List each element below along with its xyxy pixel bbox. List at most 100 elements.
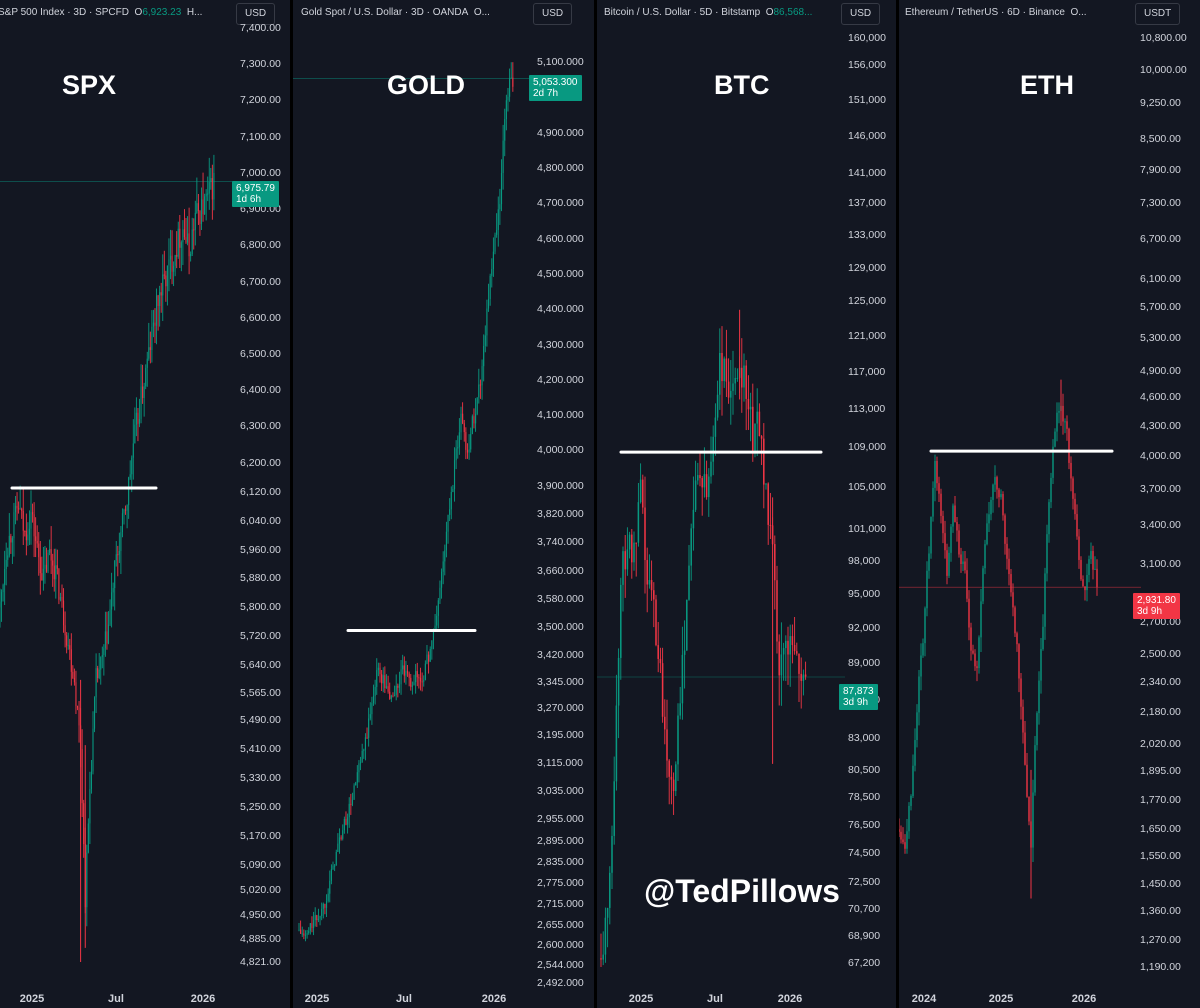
candle: [69, 645, 71, 650]
x-tick-label: Jul: [396, 993, 412, 1005]
candle: [114, 560, 116, 589]
candle: [406, 670, 409, 674]
candle: [914, 740, 916, 766]
candle: [400, 669, 402, 685]
candle: [350, 803, 352, 805]
candle: [998, 489, 1000, 498]
candle: [642, 479, 644, 508]
candle: [316, 915, 318, 921]
btc-panel: Bitcoin / U.S. Dollar · 5D · Bitstamp O8…: [597, 0, 896, 1008]
candle: [334, 865, 336, 867]
candle: [617, 657, 620, 706]
candle: [364, 737, 366, 750]
candle: [187, 233, 189, 243]
candle: [154, 322, 156, 326]
candle: [4, 569, 6, 585]
candle: [677, 715, 679, 765]
y-tick-label: 137,000: [848, 197, 886, 210]
candle: [1034, 745, 1036, 793]
candle: [942, 515, 944, 534]
candle: [384, 675, 386, 689]
candle: [30, 512, 32, 529]
candle: [38, 543, 40, 558]
candle: [90, 771, 92, 789]
y-tick-label: 6,500.00: [240, 347, 281, 360]
y-tick-label: 6,700.00: [240, 275, 281, 288]
candle: [58, 568, 60, 600]
candle: [70, 649, 72, 672]
candle: [741, 367, 743, 388]
candle: [385, 686, 388, 689]
candle: [49, 549, 51, 553]
candle: [366, 737, 368, 739]
candle: [644, 507, 646, 561]
y-tick-label: 2,180.00: [1140, 706, 1181, 719]
y-tick-label: 2,020.00: [1140, 738, 1181, 751]
y-tick-label: 3,400.00: [1140, 518, 1181, 531]
price-tag-countdown: 3d 9h: [1137, 606, 1163, 617]
y-tick-label: 7,000.00: [240, 166, 281, 179]
currency-button[interactable]: USD: [533, 3, 573, 25]
candle: [424, 663, 426, 681]
y-tick-label: 3,740.000: [537, 536, 584, 549]
candle: [379, 667, 381, 675]
candle: [996, 477, 998, 490]
candle: [946, 550, 948, 576]
currency-button[interactable]: USD: [236, 3, 276, 25]
candle: [475, 413, 477, 424]
y-tick-label: 4,821.00: [240, 956, 281, 968]
candle: [1022, 706, 1024, 733]
currency-button[interactable]: USDT: [1135, 3, 1181, 25]
candle: [317, 918, 320, 921]
candle: [59, 596, 61, 600]
candle: [782, 648, 785, 655]
candle: [87, 823, 89, 853]
y-tick-label: 2,544.000: [537, 958, 584, 971]
candle: [922, 643, 924, 656]
currency-button[interactable]: USD: [841, 3, 881, 25]
candle: [470, 434, 472, 450]
candle: [512, 77, 514, 87]
candle: [44, 564, 46, 569]
candle: [16, 505, 18, 509]
candle: [686, 599, 688, 651]
candle: [368, 718, 370, 738]
candle: [450, 492, 452, 510]
candle: [381, 674, 383, 684]
candle: [126, 505, 128, 511]
y-tick-label: 1,550.00: [1140, 849, 1181, 862]
candle: [104, 631, 106, 649]
y-tick-label: 4,600.00: [1140, 391, 1181, 404]
candle: [492, 251, 494, 270]
candle: [140, 386, 142, 419]
candle: [1000, 494, 1002, 498]
candle: [483, 345, 485, 367]
y-tick-label: 5,720.00: [240, 630, 281, 643]
y-tick-label: 3,100.00: [1140, 557, 1181, 570]
candle: [159, 292, 161, 306]
candle: [758, 411, 761, 437]
candle: [165, 275, 167, 287]
candle: [1074, 498, 1076, 515]
candle: [992, 484, 994, 500]
candle: [471, 416, 473, 435]
candle: [39, 557, 41, 574]
candle: [637, 502, 640, 543]
candle: [473, 416, 475, 424]
candle: [358, 763, 360, 773]
y-tick-label: 3,035.000: [537, 785, 584, 798]
candle: [463, 423, 465, 433]
btc-label: BTC: [714, 70, 770, 100]
y-tick-label: 4,000.000: [537, 444, 584, 457]
y-tick-label: 6,200.00: [240, 456, 281, 469]
candle: [484, 335, 486, 346]
candle: [765, 483, 767, 485]
candle: [337, 843, 339, 852]
candle: [298, 929, 300, 931]
candle: [135, 412, 137, 425]
candle: [190, 253, 192, 257]
candle: [964, 561, 966, 571]
candle: [389, 691, 391, 699]
candle: [376, 670, 378, 687]
candle: [725, 358, 728, 382]
